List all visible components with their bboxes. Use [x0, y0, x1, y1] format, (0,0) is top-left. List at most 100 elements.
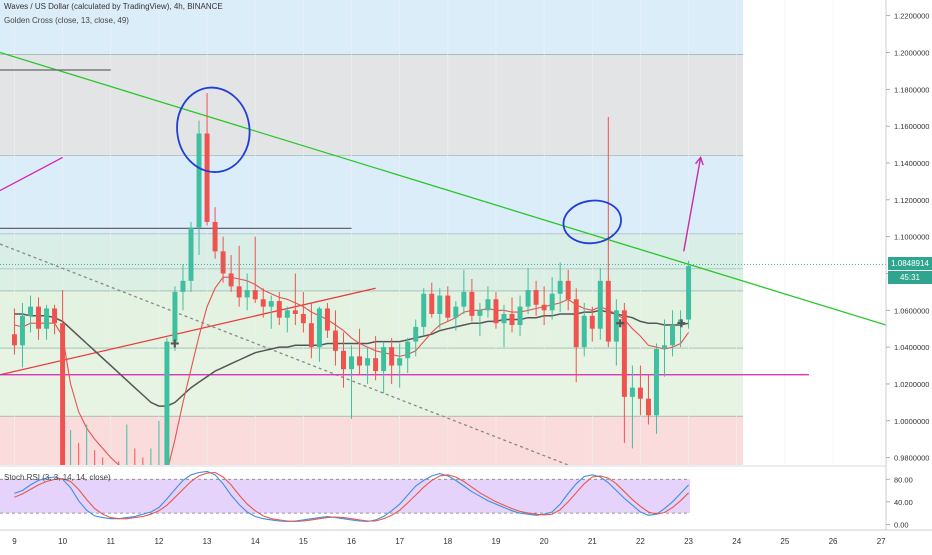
current-price-badge: 1.0848914 [888, 257, 932, 271]
stoch-k-line [14, 470, 690, 523]
candle-up [284, 310, 290, 318]
price-tick-label: 1.1800000 [894, 85, 929, 94]
candle-down [493, 299, 499, 324]
candle-down [332, 330, 338, 351]
price-tick-label: 1.1600000 [894, 122, 929, 131]
zone-band [0, 290, 743, 349]
candle-up [19, 315, 25, 346]
candle-down [469, 291, 475, 316]
candle-down [429, 293, 435, 314]
candle-down [252, 290, 258, 300]
zone-band [0, 54, 743, 156]
candle-up [381, 347, 387, 372]
time-tick-label: 21 [588, 537, 597, 546]
candle-up [485, 299, 491, 311]
time-tick-label: 13 [203, 537, 212, 546]
price-tick-label: 1.1400000 [894, 159, 929, 168]
price-tick-label: 1.2200000 [894, 12, 929, 21]
zone-band [0, 416, 743, 465]
candle-down [533, 290, 539, 305]
stoch-tick-label: 0.00 [894, 520, 909, 529]
candle-down [308, 323, 314, 348]
candle-down [373, 358, 379, 372]
candle-up [525, 290, 531, 307]
price-tick-label: 1.1200000 [894, 196, 929, 205]
candle-up [629, 387, 635, 397]
candle-down [52, 308, 58, 324]
time-tick-label: 18 [443, 537, 452, 546]
candle-up [28, 306, 33, 316]
golden-cross-marker [616, 319, 625, 328]
stoch-band [0, 479, 690, 514]
candle-up [653, 348, 659, 416]
candle-down [573, 299, 579, 348]
zone-band [0, 268, 743, 291]
candle-up [316, 308, 322, 348]
candle-down [11, 334, 17, 346]
price-pane [0, 0, 886, 480]
time-tick-label: 22 [636, 537, 645, 546]
candle-down [260, 299, 266, 307]
zone-band [0, 348, 743, 417]
zone-band [0, 233, 743, 269]
candle-up [405, 341, 411, 359]
candle-down [212, 221, 218, 252]
candle-up [180, 280, 186, 292]
time-tick-label: 17 [395, 537, 404, 546]
candle-down [541, 304, 547, 311]
candle-down [236, 286, 242, 298]
time-tick-label: 16 [347, 537, 356, 546]
annotation-arrow [683, 157, 702, 252]
time-tick-label: 19 [492, 537, 501, 546]
candle-up [164, 341, 170, 465]
candle-down [509, 313, 515, 326]
candle-down [645, 398, 651, 416]
candle-up [44, 308, 50, 329]
candle-up [501, 313, 507, 324]
zone-band [0, 0, 743, 55]
candle-down [228, 273, 234, 287]
candle-down [357, 356, 363, 366]
candle-down [276, 301, 282, 318]
candle-down [605, 280, 611, 342]
indicator-label: Golden Cross (close, 13, close, 49) [4, 16, 129, 25]
time-tick-label: 20 [540, 537, 549, 546]
candle-up [461, 291, 467, 307]
candle-up [421, 293, 427, 327]
candle-up [662, 345, 667, 349]
countdown-badge: 45:31 [888, 271, 932, 285]
candle-down [589, 315, 595, 329]
price-tick-label: 1.2000000 [894, 48, 929, 57]
candle-down [389, 347, 395, 366]
time-tick-label: 11 [107, 537, 116, 546]
candle-up [156, 467, 161, 480]
price-tick-label: 1.0400000 [894, 343, 929, 352]
candle-down [292, 310, 298, 314]
candle-up [453, 306, 459, 318]
candle-up [349, 356, 354, 370]
annotation-arrowhead [695, 156, 704, 166]
time-tick-label: 27 [877, 537, 886, 546]
candle-down [340, 350, 346, 370]
time-tick-label: 25 [780, 537, 789, 546]
candle-up [188, 227, 194, 281]
candle-up [413, 326, 419, 342]
candle-up [670, 325, 676, 346]
candle-down [60, 323, 66, 465]
zone-band [0, 155, 743, 234]
candle-down [204, 133, 210, 222]
candle-down [565, 280, 571, 300]
trendline [0, 51, 886, 326]
time-tick-label: 9 [12, 537, 17, 546]
candle-up [268, 301, 274, 307]
candle-down [36, 306, 42, 329]
candle-up [365, 358, 371, 366]
candle-up [613, 310, 619, 342]
time-tick-label: 15 [299, 537, 308, 546]
candle-up [437, 295, 443, 314]
candle-up [196, 133, 202, 228]
candle-up [517, 306, 523, 326]
candle-up [244, 290, 250, 298]
